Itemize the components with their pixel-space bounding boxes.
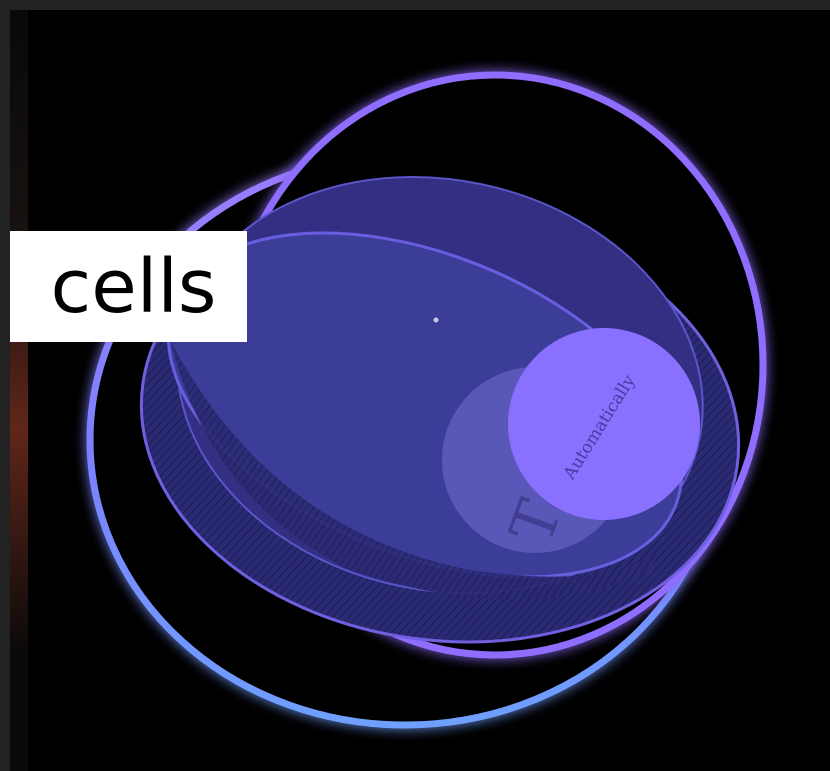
accent-circle xyxy=(508,328,700,520)
nested-circles-artwork: T Automatically xyxy=(86,71,767,729)
center-dot xyxy=(433,317,439,323)
inner-hatch-band xyxy=(170,340,660,600)
label-box: cells xyxy=(10,231,247,342)
left-edge-photo-strip xyxy=(10,10,28,771)
render-canvas: T Automatically cells xyxy=(10,10,830,771)
label-text: cells xyxy=(50,243,217,330)
